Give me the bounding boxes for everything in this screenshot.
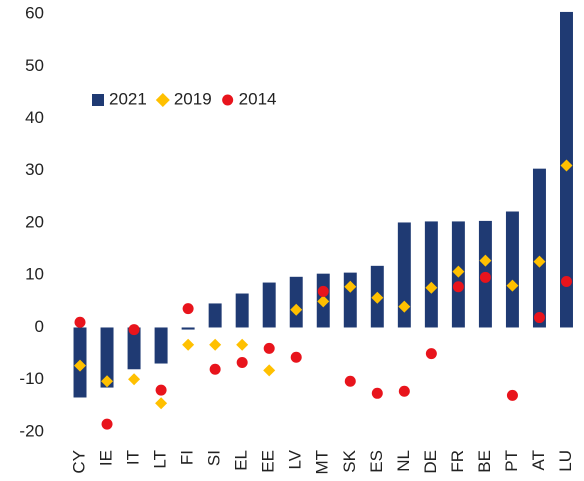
x-tick-label: DE <box>421 450 440 474</box>
dot-marker <box>560 276 572 288</box>
bar <box>100 327 114 388</box>
x-tick-label: NL <box>394 450 413 472</box>
y-tick-label: -10 <box>19 369 44 388</box>
diamond-marker <box>101 375 114 388</box>
diamond-marker <box>479 254 492 267</box>
dot-marker <box>155 384 167 396</box>
x-tick-label: FI <box>178 450 197 465</box>
diamond-marker <box>533 255 546 268</box>
dot-marker <box>209 363 221 375</box>
bar <box>289 276 303 328</box>
diamond-marker <box>209 338 222 351</box>
diamond-marker <box>317 295 330 308</box>
bar <box>397 222 411 328</box>
bar <box>127 327 141 370</box>
dot-marker <box>425 348 437 360</box>
bar <box>181 327 195 330</box>
bar <box>235 293 249 328</box>
bar <box>424 221 438 328</box>
bar <box>208 303 222 328</box>
y-tick-label: 20 <box>25 212 44 231</box>
x-tick-label: IE <box>97 450 116 466</box>
dot-marker <box>398 385 410 397</box>
x-tick-label: ES <box>367 450 386 473</box>
legend-swatch <box>92 94 104 106</box>
y-tick-label: 10 <box>25 265 44 284</box>
y-tick-label: 0 <box>35 317 44 336</box>
diamond-marker <box>371 291 384 304</box>
dot-marker <box>479 271 491 283</box>
dot-marker <box>101 418 113 430</box>
x-tick-label: FR <box>448 450 467 473</box>
legend-swatch <box>222 94 234 106</box>
x-tick-label: BE <box>475 450 494 473</box>
dot-marker <box>533 312 545 324</box>
y-tick-label: 30 <box>25 160 44 179</box>
diamond-marker <box>506 279 519 292</box>
x-tick-label: LU <box>556 450 575 472</box>
legend-label: 2014 <box>239 89 277 108</box>
x-tick-label: LV <box>286 449 305 469</box>
x-tick-label: SK <box>340 449 359 472</box>
x-tick-label: IT <box>124 450 143 465</box>
dot-marker <box>263 342 275 354</box>
bar <box>505 211 519 328</box>
x-tick-label: PT <box>502 450 521 472</box>
x-tick-label: AT <box>529 450 548 470</box>
dot-marker <box>371 387 383 399</box>
x-tick-label: EL <box>232 450 251 471</box>
diamond-marker <box>560 159 573 172</box>
diamond-marker <box>74 359 87 372</box>
diamond-marker <box>398 300 411 313</box>
bar <box>532 168 546 328</box>
legend-label: 2019 <box>174 89 212 108</box>
diamond-marker <box>182 338 195 351</box>
diamond-marker <box>155 397 168 410</box>
x-tick-label: SI <box>205 450 224 466</box>
diamond-marker <box>263 364 276 377</box>
y-tick-label: 50 <box>25 56 44 75</box>
y-tick-label: 40 <box>25 108 44 127</box>
dot-marker <box>74 316 86 328</box>
dot-marker <box>344 375 356 387</box>
dot-marker <box>290 351 302 363</box>
x-tick-label: LT <box>151 450 170 469</box>
dot-marker <box>506 389 518 401</box>
diamond-marker <box>425 281 438 294</box>
y-tick-label: -20 <box>19 421 44 440</box>
dot-marker <box>182 303 194 315</box>
bar <box>154 327 168 364</box>
y-tick-label: 60 <box>25 4 44 23</box>
x-tick-label: EE <box>259 450 278 473</box>
diamond-marker <box>128 373 141 386</box>
dot-marker <box>452 281 464 293</box>
diamond-marker <box>452 265 465 278</box>
diamond-marker <box>344 280 357 293</box>
legend-label: 2021 <box>109 89 147 108</box>
legend-swatch <box>155 93 170 107</box>
x-tick-label: CY <box>69 450 88 474</box>
dot-marker <box>128 324 140 336</box>
x-tick-label: MT <box>313 450 332 475</box>
diamond-marker <box>290 303 303 316</box>
diamond-marker <box>236 338 249 351</box>
dot-marker <box>236 356 248 368</box>
bar <box>262 282 276 328</box>
dot-marker <box>317 285 329 297</box>
